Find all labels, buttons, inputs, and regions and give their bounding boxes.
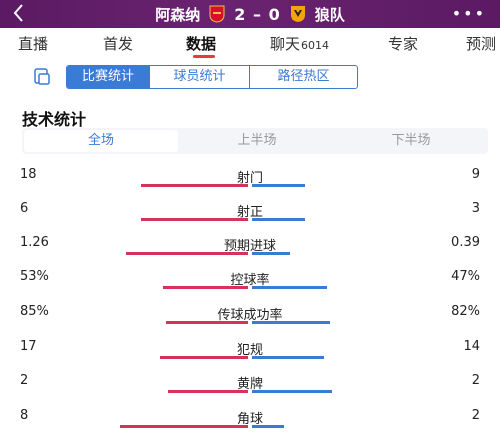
- more-dots-icon[interactable]: •••: [451, 4, 486, 23]
- arsenal-badge-icon: [208, 5, 226, 23]
- period-selector: 全场 上半场 下半场: [22, 128, 488, 154]
- match-tabs: 直播 首发 数据 聊天6014 专家 预测: [0, 28, 500, 58]
- stat-home-value: 2: [20, 373, 29, 388]
- scoreline: 阿森纳 2 – 0 狼队: [0, 0, 500, 28]
- stat-away-value: 9: [471, 167, 480, 182]
- away-team-name: 狼队: [314, 5, 345, 24]
- stat-away-bar: [252, 252, 290, 255]
- match-score: 2 – 0: [234, 4, 281, 24]
- stat-home-value: 53%: [20, 269, 49, 284]
- stat-row: 53% 控球率 47%: [0, 269, 500, 303]
- subtab-player-stats[interactable]: 球员统计: [149, 66, 249, 88]
- stat-home-value: 1.26: [20, 235, 49, 250]
- tab-data[interactable]: 数据: [186, 35, 217, 53]
- tab-lineup[interactable]: 首发: [103, 35, 134, 53]
- stat-away-value: 2: [471, 373, 480, 388]
- stat-home-bar: [168, 390, 248, 393]
- stat-home-bar: [160, 356, 248, 359]
- stat-away-bar: [252, 184, 305, 187]
- stat-name: 犯规: [236, 343, 263, 358]
- stat-away-value: 3: [471, 201, 480, 216]
- stat-home-bar: [166, 321, 248, 324]
- stat-home-value: 17: [20, 339, 37, 354]
- stat-away-value: 47%: [451, 269, 480, 284]
- stat-name: 角球: [236, 412, 263, 427]
- stat-row: 8 角球 2: [0, 408, 500, 440]
- stat-home-bar: [141, 218, 248, 221]
- section-title: 技术统计: [22, 110, 87, 129]
- match-header: 阿森纳 2 – 0 狼队 •••: [0, 0, 500, 28]
- stat-home-value: 8: [20, 408, 29, 423]
- stat-name: 射正: [236, 205, 263, 220]
- stat-home-bar: [126, 252, 248, 255]
- stat-away-value: 14: [463, 339, 480, 354]
- stat-row: 85% 传球成功率 82%: [0, 304, 500, 338]
- stat-away-bar: [252, 356, 324, 359]
- stat-away-value: 82%: [451, 304, 480, 319]
- stat-row: 2 黄牌 2: [0, 373, 500, 407]
- wolves-badge-icon: [289, 5, 307, 23]
- stat-away-value: 2: [471, 408, 480, 423]
- home-team-name: 阿森纳: [155, 5, 201, 24]
- stat-away-bar: [252, 425, 284, 428]
- stat-home-value: 85%: [20, 304, 49, 319]
- tab-expert[interactable]: 专家: [388, 35, 419, 53]
- stat-away-bar: [252, 218, 305, 221]
- period-second-half[interactable]: 下半场: [391, 133, 431, 148]
- stat-row: 6 射正 3: [0, 201, 500, 235]
- tab-predict[interactable]: 预测: [466, 35, 497, 53]
- active-tab-indicator: [193, 55, 215, 58]
- stat-name: 射门: [236, 171, 263, 186]
- subtab-match-stats[interactable]: 比赛统计: [67, 66, 149, 88]
- period-first-half[interactable]: 上半场: [237, 133, 277, 148]
- stat-away-bar: [252, 286, 327, 289]
- stat-away-bar: [252, 321, 330, 324]
- stat-name: 传球成功率: [217, 308, 283, 323]
- document-icon[interactable]: [32, 66, 52, 86]
- stat-row: 17 犯规 14: [0, 339, 500, 373]
- stat-name: 黄牌: [236, 377, 263, 392]
- tab-chat-label: 聊天: [270, 35, 301, 53]
- stat-row: 18 射门 9: [0, 167, 500, 201]
- chevron-left-icon[interactable]: [12, 3, 26, 26]
- stats-subtabs: 比赛统计 球员统计 路径热区: [66, 65, 358, 89]
- stat-home-bar: [141, 184, 248, 187]
- stat-row: 1.26 预期进球 0.39: [0, 235, 500, 269]
- chat-count: 6014: [301, 39, 330, 52]
- stat-home-bar: [120, 425, 248, 428]
- stat-home-bar: [163, 286, 248, 289]
- stat-home-value: 18: [20, 167, 37, 182]
- tab-live[interactable]: 直播: [18, 35, 49, 53]
- stat-home-value: 6: [20, 201, 29, 216]
- subtab-heatmap[interactable]: 路径热区: [249, 66, 357, 88]
- stat-away-value: 0.39: [451, 235, 480, 250]
- stat-away-bar: [252, 390, 332, 393]
- period-full-match[interactable]: 全场: [24, 130, 178, 152]
- tab-chat[interactable]: 聊天6014: [270, 33, 329, 54]
- stat-name: 预期进球: [223, 239, 276, 254]
- stat-name: 控球率: [230, 273, 270, 288]
